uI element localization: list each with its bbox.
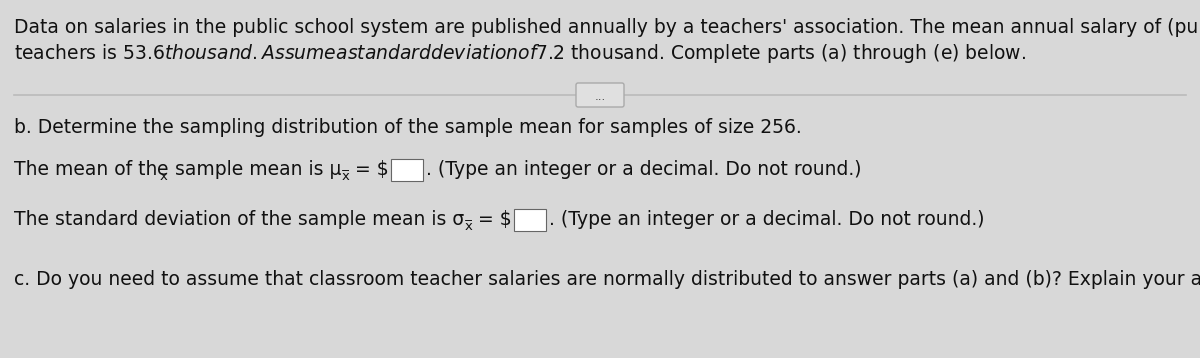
Text: The standard deviation of the sample mean is σ: The standard deviation of the sample mea… bbox=[14, 210, 464, 229]
Text: = $: = $ bbox=[472, 210, 511, 229]
Text: x: x bbox=[160, 170, 167, 183]
Text: sample mean is μ: sample mean is μ bbox=[169, 160, 341, 179]
Text: ...: ... bbox=[594, 90, 606, 102]
Text: Data on salaries in the public school system are published annually by a teacher: Data on salaries in the public school sy… bbox=[14, 18, 1200, 37]
Bar bbox=[514, 209, 546, 231]
Text: b. Determine the sampling distribution of the sample mean for samples of size 25: b. Determine the sampling distribution o… bbox=[14, 118, 802, 137]
Text: x̅: x̅ bbox=[341, 170, 349, 183]
Text: x̅: x̅ bbox=[464, 220, 472, 233]
Bar bbox=[391, 159, 422, 181]
Text: The mean of th: The mean of th bbox=[14, 160, 157, 179]
Text: c. Do you need to assume that classroom teacher salaries are normally distribute: c. Do you need to assume that classroom … bbox=[14, 270, 1200, 289]
Text: . (Type an integer or a decimal. Do not round.): . (Type an integer or a decimal. Do not … bbox=[426, 160, 862, 179]
Text: teachers is $53.6 thousand. Assume a standard deviation of $7.2 thousand. Comple: teachers is $53.6 thousand. Assume a sta… bbox=[14, 42, 1026, 65]
Text: e: e bbox=[157, 160, 169, 179]
Text: = $: = $ bbox=[349, 160, 389, 179]
Text: . (Type an integer or a decimal. Do not round.): . (Type an integer or a decimal. Do not … bbox=[548, 210, 984, 229]
FancyBboxPatch shape bbox=[576, 83, 624, 107]
